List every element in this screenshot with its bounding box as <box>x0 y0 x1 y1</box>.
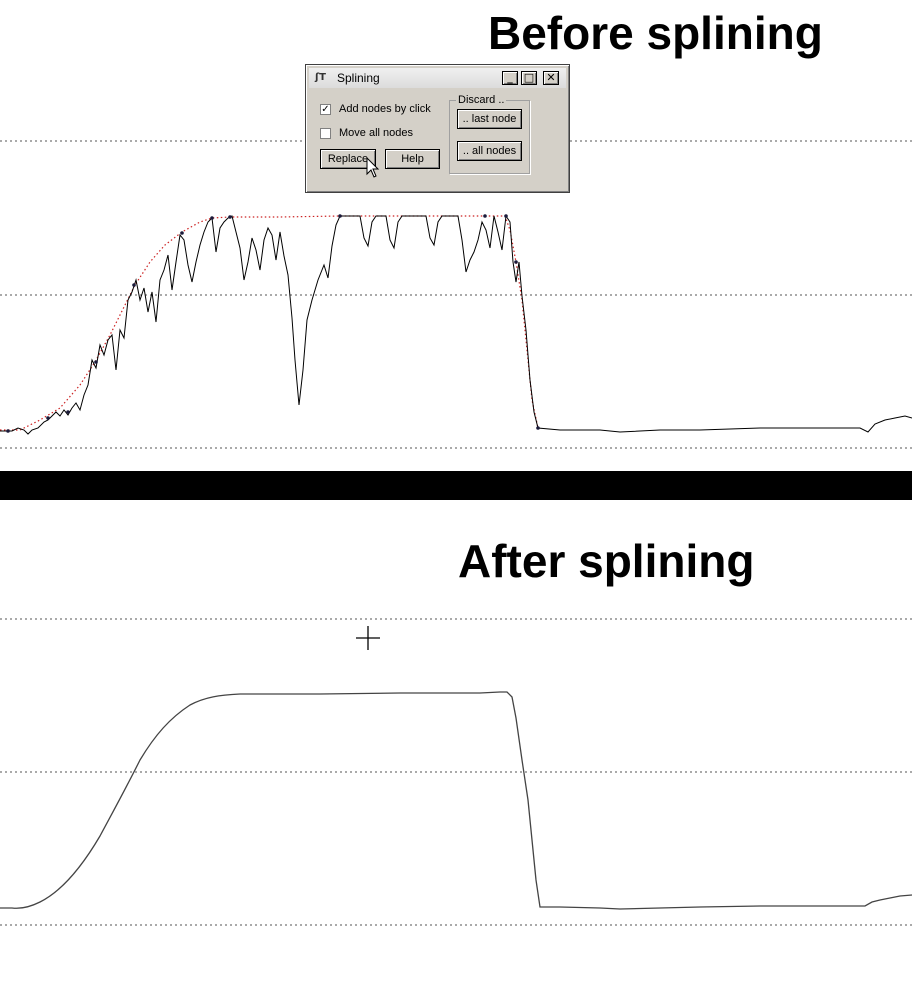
spline-node <box>180 231 184 235</box>
minimize-button[interactable]: _ <box>502 71 518 85</box>
spline-node <box>228 215 232 219</box>
smoothed-trace <box>0 691 912 910</box>
spline-node <box>536 426 540 430</box>
splining-dialog: ʃT Splining _ □ ✕ ✓ Add nodes by click M… <box>305 64 570 193</box>
discard-last-node-button[interactable]: .. last node <box>457 109 522 129</box>
discard-all-nodes-button[interactable]: .. all nodes <box>457 141 522 161</box>
after-splining-title: After splining <box>458 535 755 587</box>
add-nodes-by-click-option[interactable]: ✓ Add nodes by click <box>320 103 431 115</box>
spline-node <box>504 214 508 218</box>
spline-node <box>514 260 518 264</box>
panel-divider-bar <box>0 471 912 500</box>
discard-group-label: Discard .. <box>456 94 507 106</box>
spline-node <box>338 214 342 218</box>
spline-node <box>66 410 70 414</box>
close-button[interactable]: ✕ <box>543 71 559 85</box>
dialog-titlebar[interactable]: ʃT Splining _ □ ✕ <box>309 68 566 88</box>
before-splining-title: Before splining <box>488 7 823 59</box>
spline-nodes <box>6 214 540 433</box>
help-button[interactable]: Help <box>385 149 440 169</box>
add-nodes-label: Add nodes by click <box>339 103 431 115</box>
move-all-nodes-option[interactable]: Move all nodes <box>320 127 413 139</box>
mouse-pointer-icon <box>366 157 380 178</box>
spline-node <box>132 283 136 287</box>
crosshair-cursor-icon <box>356 626 380 650</box>
spline-node <box>210 216 214 220</box>
spline-node <box>6 429 10 433</box>
move-all-nodes-label: Move all nodes <box>339 127 413 139</box>
replace-button[interactable]: Replace <box>320 149 376 169</box>
raw-trace <box>0 214 912 435</box>
maximize-button[interactable]: □ <box>521 71 537 85</box>
add-nodes-checkbox[interactable]: ✓ <box>320 103 331 115</box>
spline-node <box>483 214 487 218</box>
app-icon: ʃT <box>315 72 326 83</box>
spline-node <box>46 416 50 420</box>
dialog-title: Splining <box>337 71 380 85</box>
spline-curve <box>0 215 539 431</box>
move-all-nodes-checkbox[interactable] <box>320 127 331 139</box>
spline-node <box>94 360 98 364</box>
